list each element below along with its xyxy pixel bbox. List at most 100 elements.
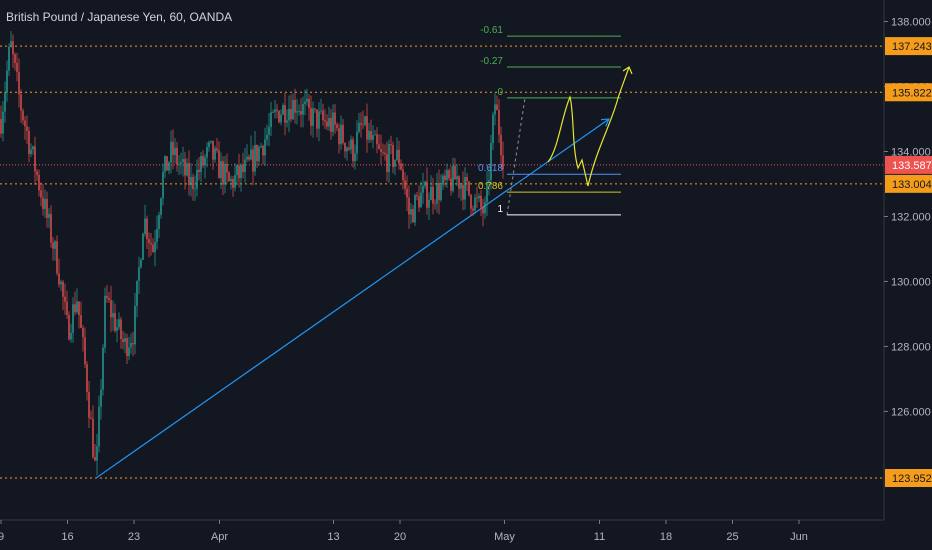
candle-body [78, 301, 80, 316]
candle-body [216, 148, 218, 151]
candle-body [158, 214, 160, 230]
candle-body [34, 146, 36, 172]
candle-body [364, 116, 366, 125]
candle-body [162, 171, 164, 199]
candle-body [408, 197, 410, 215]
candle-body [332, 112, 334, 132]
fib-level-label: -0.61 [480, 25, 503, 36]
candle-body [456, 176, 458, 180]
candle-body [262, 146, 264, 156]
time-tick-label: 18 [660, 531, 672, 543]
candle-body [330, 118, 332, 132]
candle-body [424, 181, 426, 187]
candle-body [106, 295, 108, 299]
candle-body [212, 140, 214, 160]
candle-body [436, 182, 438, 204]
candle-body [128, 347, 130, 357]
time-tick-label: Jun [790, 531, 808, 543]
candle-body [56, 241, 58, 274]
trendline-layer[interactable] [95, 118, 610, 479]
candle-body [258, 147, 260, 162]
candle-body [14, 54, 16, 63]
price-label-text: 133.587 [892, 160, 932, 172]
candle-body [220, 161, 222, 179]
fib-level-label: 0.618 [478, 163, 503, 174]
price-axis-labels: 137.243 135.822 133.587 133.004 123.952 [885, 37, 932, 487]
trendline-arrow [600, 118, 610, 127]
candle-body [226, 163, 228, 173]
candle-body [30, 149, 32, 155]
candle-body [444, 175, 446, 180]
candle-body [372, 135, 374, 140]
candle-body [266, 134, 268, 140]
candle-body [376, 134, 378, 145]
candle-body [28, 130, 30, 155]
fib-level-label: 0.786 [478, 181, 503, 192]
projection-path[interactable] [547, 66, 630, 187]
candle-body [448, 170, 450, 179]
candle-body [60, 281, 62, 285]
candle-body [468, 181, 470, 195]
candle-body [464, 177, 466, 200]
candle-body [110, 300, 112, 318]
candle-body [142, 233, 144, 260]
projection-drawing[interactable] [547, 66, 633, 187]
candle-body [334, 112, 336, 125]
candle-body [502, 155, 504, 170]
candle-body [10, 41, 12, 47]
candle-body [26, 126, 28, 131]
candle-body [140, 259, 142, 268]
candle-body [490, 143, 492, 181]
candle-body [24, 120, 26, 127]
trendline[interactable] [95, 118, 610, 479]
candle-body [296, 111, 298, 113]
candle-body [462, 184, 464, 200]
candle-body [244, 159, 246, 172]
candle-body [308, 98, 310, 109]
candle-body [2, 111, 4, 134]
candle-body [438, 182, 440, 200]
candle-body [392, 145, 394, 167]
fib-level-label: -0.27 [480, 56, 503, 67]
candle-body [222, 161, 224, 185]
candle-body [398, 149, 400, 164]
candle-body [68, 314, 70, 340]
candle-body [58, 273, 60, 285]
candle-body [204, 157, 206, 166]
candle-body [112, 313, 114, 318]
candle-body [362, 124, 364, 126]
fib-retracement[interactable]: -0.61 -0.27 0 0.618 0.786 1 [478, 25, 621, 216]
candle-body [74, 304, 76, 313]
candle-body [496, 104, 498, 111]
candle-body [340, 124, 342, 145]
candle-body [324, 120, 326, 122]
candle-body [180, 162, 182, 164]
candle-body [404, 180, 406, 189]
candle-body [240, 164, 242, 179]
candle-body [62, 281, 64, 297]
candle-body [292, 99, 294, 120]
level-price-badge [885, 174, 932, 193]
candle-body [290, 108, 292, 120]
candle-body [120, 319, 122, 340]
candle-body [20, 94, 22, 111]
candle-body [192, 177, 194, 190]
candle-body [242, 164, 244, 172]
candle-body [284, 105, 286, 123]
candle-body [272, 112, 274, 113]
candle-body [80, 315, 82, 328]
candle-body [134, 306, 136, 345]
candle-body [488, 180, 490, 182]
candle-body [150, 242, 152, 245]
candle-body [412, 209, 414, 223]
candle-body [236, 165, 238, 176]
price-tick-label: 138.000 [891, 17, 931, 29]
candle-body [278, 110, 280, 123]
candle-body [396, 149, 398, 160]
candle-body [434, 203, 436, 205]
time-axis[interactable]: 9 16 23 Apr 13 20 May 11 18 25 Jun [0, 520, 808, 543]
candle-body [418, 196, 420, 208]
candle-body [116, 327, 118, 331]
